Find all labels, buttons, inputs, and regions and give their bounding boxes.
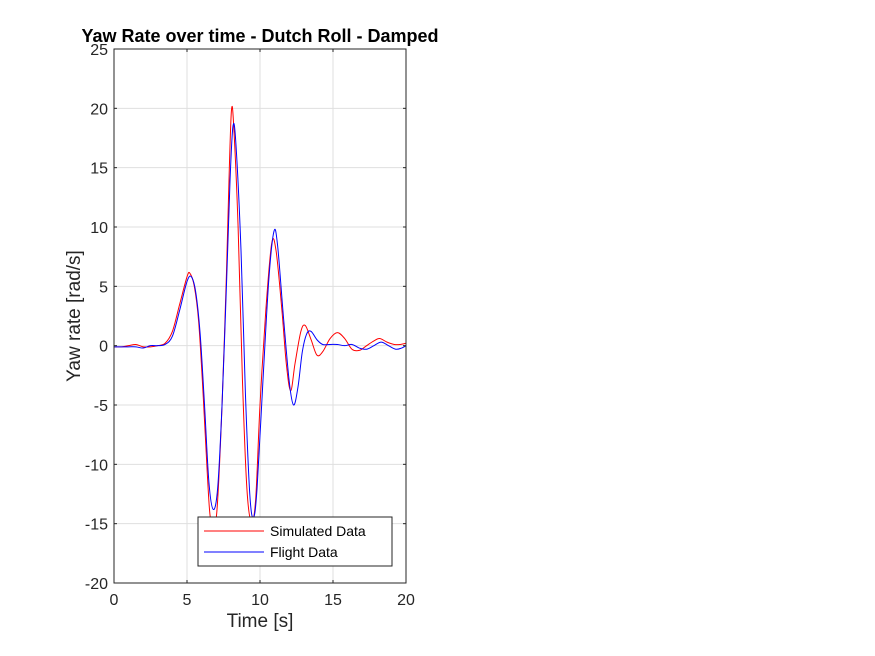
- y-tick-label: -5: [94, 398, 108, 415]
- series-line-flight: [114, 122, 406, 519]
- legend: Simulated Data Flight Data: [197, 516, 393, 567]
- y-tick-label: 0: [99, 339, 108, 356]
- y-tick-label: 5: [99, 279, 108, 296]
- y-tick-label: -15: [85, 517, 108, 534]
- chart-title: Yaw Rate over time - Dutch Roll - Damped: [81, 26, 438, 46]
- x-tick-label: 0: [110, 592, 119, 609]
- tick-labels: 0 5 10 15 20 -20 -15 -10 -5 0 5 10 15 20 25: [85, 42, 415, 609]
- series-line-simulated: [114, 105, 406, 526]
- x-tick-label: 5: [183, 592, 192, 609]
- y-tick-label: 20: [90, 101, 108, 118]
- x-tick-label: 20: [397, 592, 415, 609]
- x-tick-label: 15: [324, 592, 342, 609]
- y-tick-label: -10: [85, 457, 108, 474]
- x-tick-label: 10: [251, 592, 269, 609]
- y-tick-label: -20: [85, 576, 108, 593]
- legend-box: [197, 516, 393, 567]
- y-axis-label: Yaw rate [rad/s]: [64, 250, 85, 382]
- y-tick-label: 15: [90, 161, 108, 178]
- y-tick-label: 25: [90, 42, 108, 59]
- legend-label-simulated: Simulated Data: [270, 523, 366, 539]
- y-tick-label: 10: [90, 220, 108, 237]
- series-group: [114, 105, 406, 526]
- legend-label-flight: Flight Data: [270, 544, 338, 560]
- tick-marks: [113, 48, 407, 584]
- x-axis-label: Time [s]: [227, 611, 294, 632]
